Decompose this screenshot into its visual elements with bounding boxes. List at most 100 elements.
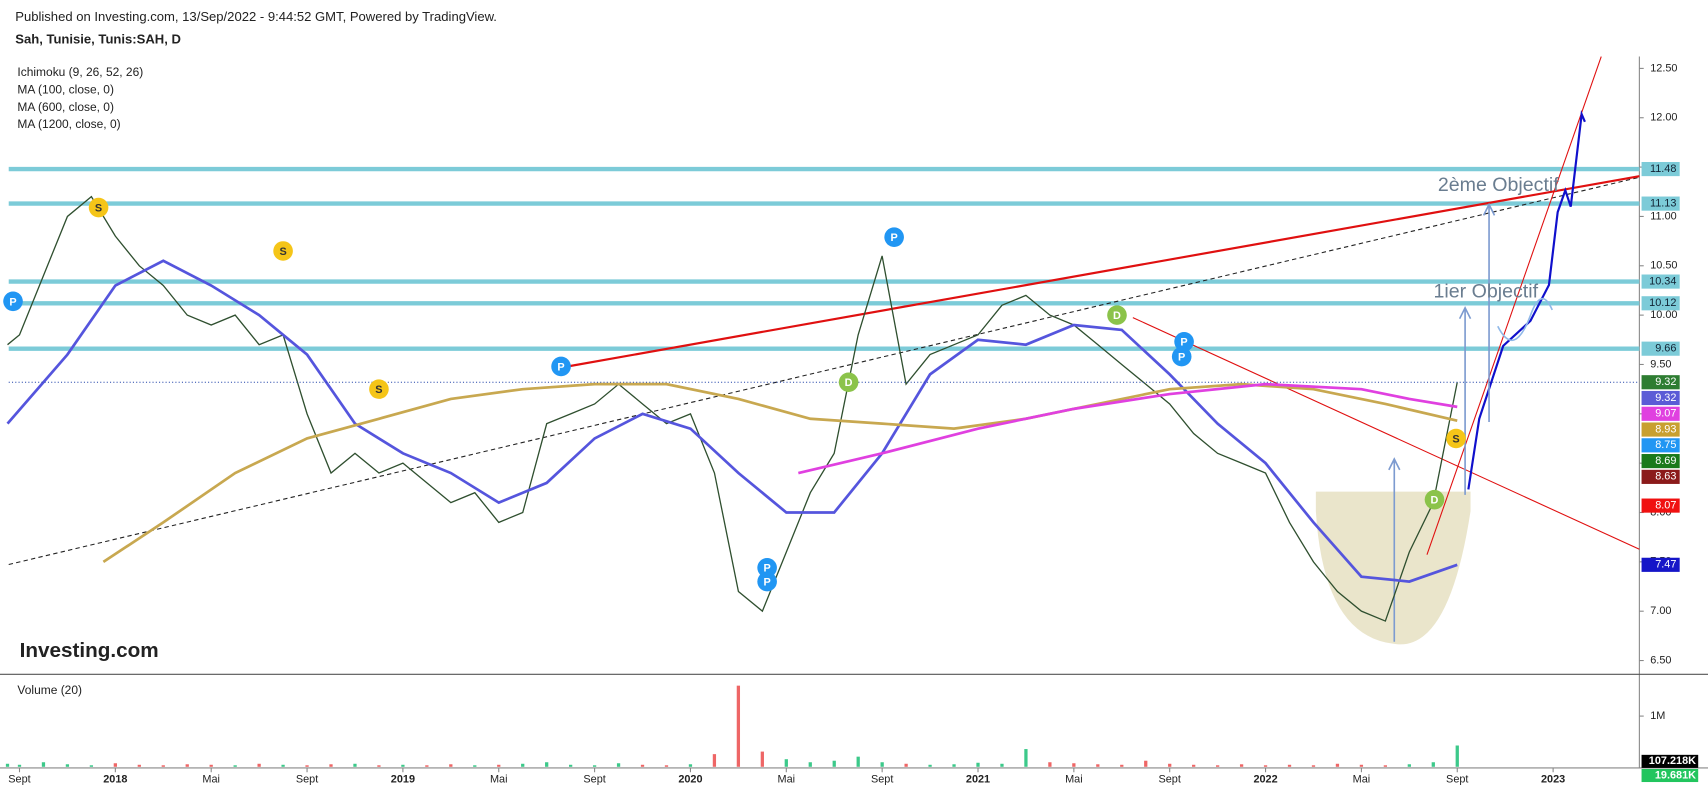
x-tick-label: Mai bbox=[490, 774, 508, 786]
volume-bar bbox=[880, 762, 884, 767]
volume-bar bbox=[832, 760, 836, 767]
x-tick-label: Sept bbox=[583, 774, 605, 786]
x-tick-label: 2018 bbox=[103, 774, 127, 786]
indicator: MA (600, close, 0) bbox=[17, 100, 114, 114]
volume-bar bbox=[1168, 763, 1172, 767]
indicator: MA (1200, close, 0) bbox=[17, 117, 120, 131]
published-line: Published on Investing.com, 13/Sep/2022 … bbox=[15, 9, 497, 24]
event-label: P bbox=[763, 563, 770, 575]
x-tick-label: 2021 bbox=[966, 774, 990, 786]
x-tick-label: Sept bbox=[1159, 774, 1181, 786]
volume-bar bbox=[1000, 763, 1004, 767]
event-marker bbox=[1424, 489, 1445, 510]
volume-bar bbox=[137, 764, 141, 767]
volume-label-box bbox=[1641, 768, 1699, 783]
event-marker bbox=[88, 197, 109, 218]
price-line bbox=[7, 195, 1458, 622]
volume-bar bbox=[952, 764, 956, 767]
logo: Investing.com bbox=[20, 639, 159, 662]
volume-label: 19.681K bbox=[1655, 769, 1696, 781]
event-marker bbox=[757, 557, 777, 578]
volume-bar bbox=[377, 765, 381, 767]
volume-bar bbox=[329, 764, 333, 767]
volume-bar bbox=[640, 764, 645, 767]
volume-bar bbox=[113, 763, 117, 767]
volume-bar bbox=[41, 762, 46, 767]
volume-bar bbox=[1215, 765, 1220, 767]
x-tick-label: Mai bbox=[778, 774, 796, 786]
volume-bar bbox=[736, 685, 741, 767]
price-label-box bbox=[1641, 161, 1680, 177]
volume-bar bbox=[5, 763, 10, 767]
volume-bar bbox=[1359, 764, 1364, 767]
event-label: P bbox=[763, 577, 770, 589]
price-label: 7.47 bbox=[1655, 559, 1676, 571]
down-trendline bbox=[1132, 317, 1640, 550]
volume-bar bbox=[473, 765, 477, 767]
volume-bar bbox=[1455, 745, 1459, 767]
volume-bar bbox=[1383, 765, 1388, 767]
volume-bar bbox=[1144, 760, 1148, 767]
target-arrows bbox=[1388, 202, 1496, 642]
event-marker bbox=[757, 571, 777, 592]
price-label-box bbox=[1641, 375, 1680, 390]
volume-bar bbox=[664, 765, 669, 767]
event-marker bbox=[1171, 346, 1192, 367]
volume-tick-label: 1M bbox=[1650, 710, 1665, 722]
volume-bar bbox=[401, 764, 405, 767]
event-marker bbox=[3, 291, 23, 312]
event-label: D bbox=[845, 377, 853, 389]
resistance-line bbox=[560, 175, 1640, 369]
dashed-trendline bbox=[8, 176, 1640, 566]
annotation: 1ier Objectif bbox=[1434, 281, 1539, 303]
price-label: 8.07 bbox=[1655, 499, 1676, 511]
price-label: 11.48 bbox=[1650, 163, 1676, 175]
volume-bar bbox=[209, 764, 213, 767]
volume-bar bbox=[616, 763, 621, 767]
x-tick-label: Sept bbox=[871, 774, 893, 786]
event-marker bbox=[273, 241, 293, 261]
symbol: Sah, Tunisie, Tunis:SAH, D bbox=[15, 32, 181, 47]
volume-bar bbox=[305, 765, 309, 767]
volume-bar bbox=[545, 762, 549, 767]
price-label-box bbox=[1641, 498, 1680, 513]
moving-average bbox=[102, 382, 1458, 564]
projection-alt bbox=[1497, 298, 1553, 342]
event-marker bbox=[1107, 305, 1127, 325]
volume-bar bbox=[1239, 764, 1244, 767]
x-tick-label: 2020 bbox=[678, 774, 702, 786]
volume-bar bbox=[449, 764, 453, 767]
volume-bar bbox=[257, 763, 261, 767]
volume-bar bbox=[425, 765, 429, 767]
volume-bar bbox=[760, 751, 764, 767]
event-marker bbox=[1446, 428, 1466, 449]
volume-bar bbox=[17, 764, 22, 767]
volume-bar bbox=[928, 764, 932, 767]
event-label: P bbox=[9, 296, 16, 308]
price-label-box bbox=[1641, 422, 1680, 437]
x-tick-label: 2022 bbox=[1253, 774, 1277, 786]
projection-path bbox=[1467, 110, 1586, 490]
volume-bar bbox=[353, 763, 357, 767]
volume-bar bbox=[1311, 765, 1316, 767]
volume-label-box bbox=[1641, 754, 1699, 768]
volume-bar bbox=[281, 764, 285, 767]
event-label: P bbox=[891, 232, 898, 244]
indicator: MA (100, close, 0) bbox=[17, 82, 114, 96]
event-label: D bbox=[1113, 310, 1121, 322]
price-label-box bbox=[1641, 438, 1680, 453]
event-label: S bbox=[95, 203, 102, 215]
price-label-box bbox=[1641, 296, 1680, 311]
price-label-box bbox=[1641, 557, 1680, 572]
y-tick-label: 10.00 bbox=[1650, 309, 1677, 321]
moving-average bbox=[6, 259, 1458, 583]
y-tick-label: 11.00 bbox=[1650, 210, 1676, 222]
y-tick-label: 12.00 bbox=[1650, 112, 1677, 124]
volume-bar bbox=[1287, 764, 1292, 767]
x-tick-label: Sept bbox=[1446, 774, 1468, 786]
price-label-box bbox=[1641, 390, 1680, 406]
volume-bar bbox=[89, 765, 94, 767]
event-marker bbox=[884, 227, 904, 247]
price-label: 8.63 bbox=[1655, 471, 1676, 483]
price-label: 9.32 bbox=[1655, 376, 1676, 388]
